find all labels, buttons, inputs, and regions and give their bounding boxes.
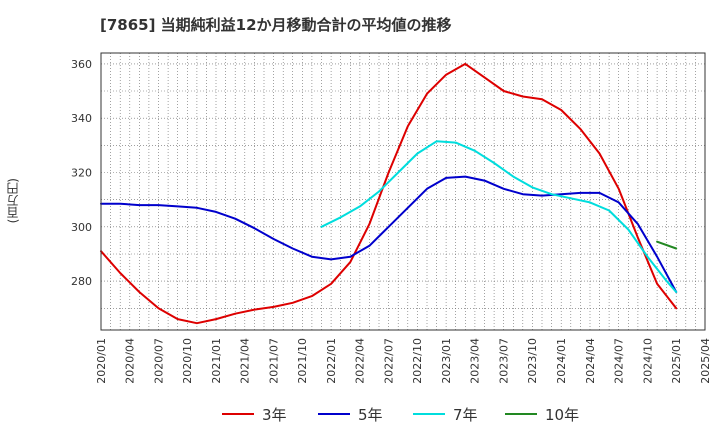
x-tick-label: 2021/01 [210,338,223,384]
x-tick-label: 2022/01 [325,338,338,384]
legend: 3年 5年 7年 10年 [0,402,720,426]
x-tick-label: 2022/07 [382,338,395,384]
x-tick-label: 2020/07 [152,338,165,384]
legend-item: 3年 [222,402,287,426]
x-tick-label: 2023/04 [469,338,482,384]
x-tick-label: 2024/10 [641,338,654,384]
series-line-3年 [100,62,678,325]
y-tick-label: 300 [71,221,92,234]
x-tick-label: 2023/10 [526,338,539,384]
legend-label: 10年 [545,405,580,424]
x-tick-label: 2024/01 [555,338,568,384]
x-tick-label: 2021/04 [239,338,252,384]
legend-item: 10年 [505,402,579,426]
x-tick-label: 2023/01 [440,338,453,384]
y-tick-label: 320 [71,166,92,179]
series-line-10年 [656,240,678,250]
legend-swatch [413,413,445,415]
legend-item: 7年 [413,402,478,426]
series-lines [100,62,678,325]
x-tick-label: 2020/01 [95,338,108,384]
legend-label: 3年 [262,405,287,424]
x-tick-label: 2024/04 [584,338,597,384]
y-tick-label: 280 [71,275,92,288]
legend-item: 5年 [318,402,383,426]
legend-label: 5年 [358,405,383,424]
series-line-7年 [320,140,678,293]
legend-label: 7年 [453,405,478,424]
plot-frame [100,52,706,331]
x-tick-label: 2024/07 [613,338,626,384]
legend-swatch [505,413,537,415]
series-line-5年 [100,175,678,293]
x-tick-label: 2020/04 [124,338,137,384]
legend-swatch [222,413,254,415]
grid-lines [101,53,705,330]
x-tick-label: 2020/10 [181,338,194,384]
x-axis-ticks: 2020/01 2020/04 2020/07 2020/10 2021/01 2021/… [95,338,712,384]
x-tick-label: 2025/01 [670,338,683,384]
x-tick-label: 2025/04 [699,338,712,384]
y-axis-ticks: 280 300 320 340 360 [71,58,92,288]
y-tick-label: 340 [71,112,92,125]
chart-title: [7865] 当期純利益12か月移動合計の平均値の推移 [100,16,452,34]
x-tick-label: 2021/07 [267,338,280,384]
legend-swatch [318,413,350,415]
y-tick-label: 360 [71,58,92,71]
x-tick-label: 2022/10 [411,338,424,384]
x-tick-label: 2021/10 [296,338,309,384]
x-tick-label: 2022/04 [354,338,367,384]
x-tick-label: 2023/07 [498,338,511,384]
